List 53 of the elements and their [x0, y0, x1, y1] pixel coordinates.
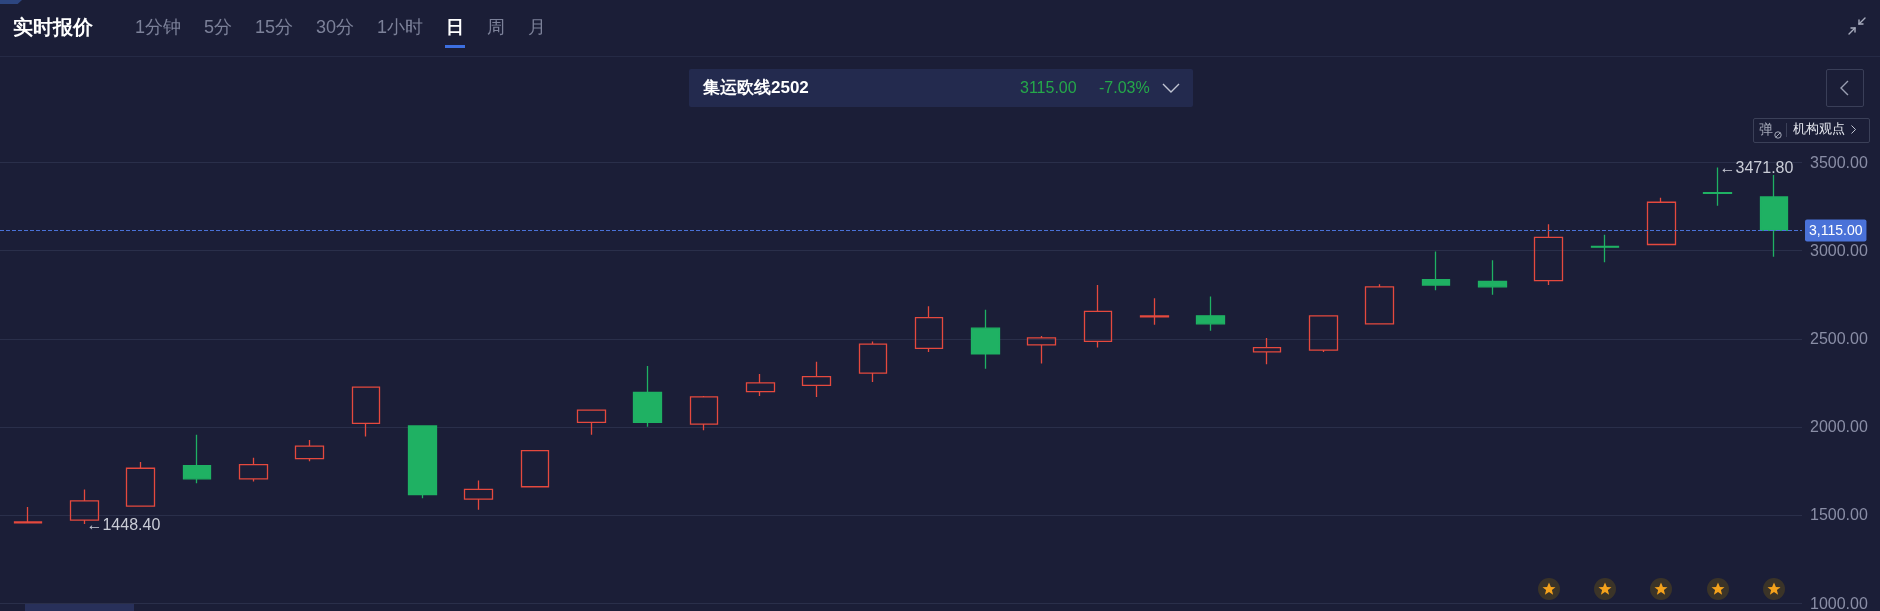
candlestick	[463, 479, 494, 511]
text: 30分	[316, 17, 355, 37]
candlestick	[1364, 283, 1395, 325]
chart-subtitle: 集运欧线2502	[703, 77, 809, 99]
text: 1分钟	[135, 17, 182, 37]
y-tick-label: 3000.00	[1810, 242, 1868, 260]
candlestick	[1026, 335, 1057, 365]
text: 15分	[255, 17, 294, 37]
candlestick	[632, 365, 663, 428]
text: 月	[528, 17, 547, 37]
text: 1小时	[377, 17, 424, 37]
candlestick	[576, 409, 607, 436]
candlestick	[182, 434, 212, 484]
text: 日	[446, 17, 465, 37]
candlestick	[970, 309, 1001, 370]
candlestick	[1195, 295, 1226, 332]
y-tick-label: 1000.00	[1810, 594, 1868, 611]
candlestick	[745, 373, 776, 397]
y-tick-label: 2000.00	[1810, 418, 1868, 436]
y-tick-label: 3500.00	[1810, 154, 1868, 172]
candlestick	[1646, 197, 1677, 246]
candlestick	[351, 386, 381, 438]
candlestick	[1083, 284, 1113, 349]
candlestick	[125, 461, 156, 507]
annotation: ←1448.40	[86, 515, 161, 533]
candlestick	[1590, 234, 1620, 263]
candlestick	[1533, 223, 1564, 286]
candlestick	[1759, 174, 1789, 258]
candlestick	[13, 506, 43, 524]
candlestick	[407, 425, 438, 499]
candlestick	[914, 305, 944, 353]
candlestick	[858, 340, 888, 383]
text: 机构观点	[1793, 120, 1845, 138]
candlestick	[1421, 250, 1451, 291]
candlestick	[689, 395, 719, 432]
text: -7.03%	[1099, 78, 1150, 98]
text: 弹	[1759, 120, 1773, 138]
ref-line-label: 3,115.00	[1809, 222, 1863, 239]
annotation: ←3471.80	[1719, 159, 1794, 177]
text: 3115.00	[1020, 78, 1077, 98]
text: 5分	[204, 17, 233, 37]
candlestick	[520, 449, 550, 488]
chart-title: 实时报价	[13, 15, 93, 40]
candlestick	[1252, 337, 1282, 365]
candlestick	[1477, 259, 1508, 296]
candlestick	[1308, 315, 1339, 353]
text: 周	[487, 17, 506, 37]
y-tick-label: 2500.00	[1810, 330, 1868, 348]
y-tick-label: 1500.00	[1810, 506, 1868, 524]
candlestick	[1139, 297, 1170, 326]
candlestick	[801, 361, 832, 398]
candlestick	[238, 457, 269, 483]
candlestick	[294, 439, 325, 462]
